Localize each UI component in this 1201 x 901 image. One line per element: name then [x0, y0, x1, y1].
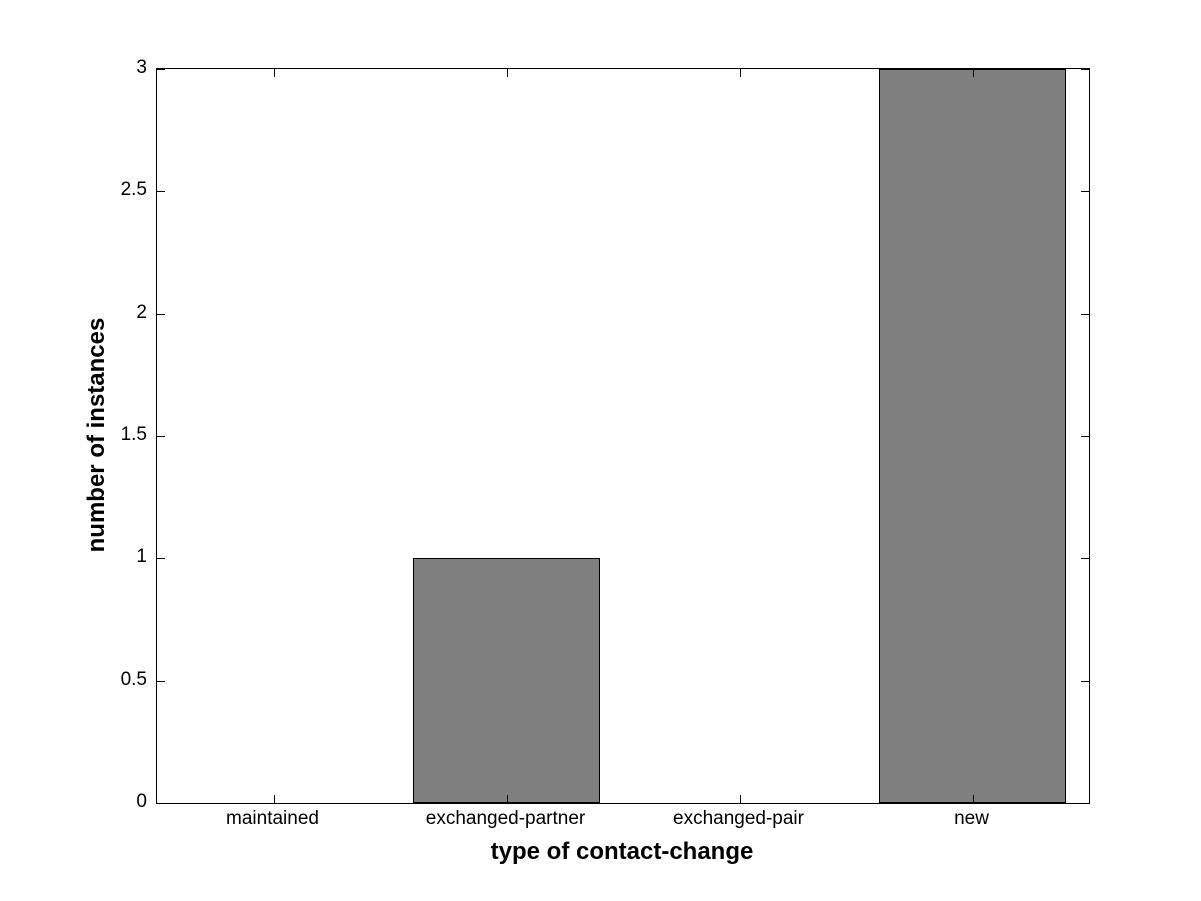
x-tick-top: [273, 69, 275, 77]
x-tick-top: [739, 69, 741, 77]
x-tick-top: [506, 69, 508, 77]
y-tick-right: [1081, 803, 1089, 804]
y-tick-left: [157, 558, 165, 560]
x-tick-bottom: [506, 795, 508, 803]
x-axis-label: type of contact-change: [490, 838, 754, 865]
y-tick-label: 2.5: [120, 179, 147, 201]
y-tick-label: 0: [136, 791, 147, 813]
y-tick-label: 0.5: [120, 668, 147, 690]
x-tick-top: [972, 69, 974, 77]
y-tick-label: 2: [136, 301, 147, 323]
y-tick-right: [1081, 436, 1089, 437]
x-tick-bottom: [739, 795, 741, 803]
x-tick-label: exchanged-pair: [673, 808, 804, 829]
y-tick-left: [157, 313, 165, 315]
y-tick-left: [157, 803, 165, 804]
y-tick-left: [157, 436, 165, 437]
x-tick-bottom: [273, 795, 275, 803]
bar-new: [879, 69, 1066, 803]
y-axis-label: number of instances: [83, 317, 110, 553]
y-tick-left: [157, 191, 165, 193]
y-tick-right: [1081, 558, 1089, 560]
y-tick-right: [1081, 313, 1089, 315]
y-tick-right: [1081, 191, 1089, 193]
y-tick-right: [1081, 680, 1089, 682]
plot-area: [156, 68, 1090, 804]
x-tick-label: exchanged-partner: [425, 808, 586, 829]
y-tick-label: 1.5: [120, 424, 147, 446]
y-tick-right: [1081, 69, 1089, 70]
y-tick-left: [157, 680, 165, 682]
x-tick-label: new: [954, 808, 989, 829]
x-tick-bottom: [972, 795, 974, 803]
y-tick-label: 1: [136, 546, 147, 568]
y-tick-label: 3: [136, 57, 147, 79]
y-tick-left: [157, 69, 165, 70]
x-tick-label: maintained: [226, 808, 319, 829]
bar-exchanged-partner: [413, 558, 600, 803]
